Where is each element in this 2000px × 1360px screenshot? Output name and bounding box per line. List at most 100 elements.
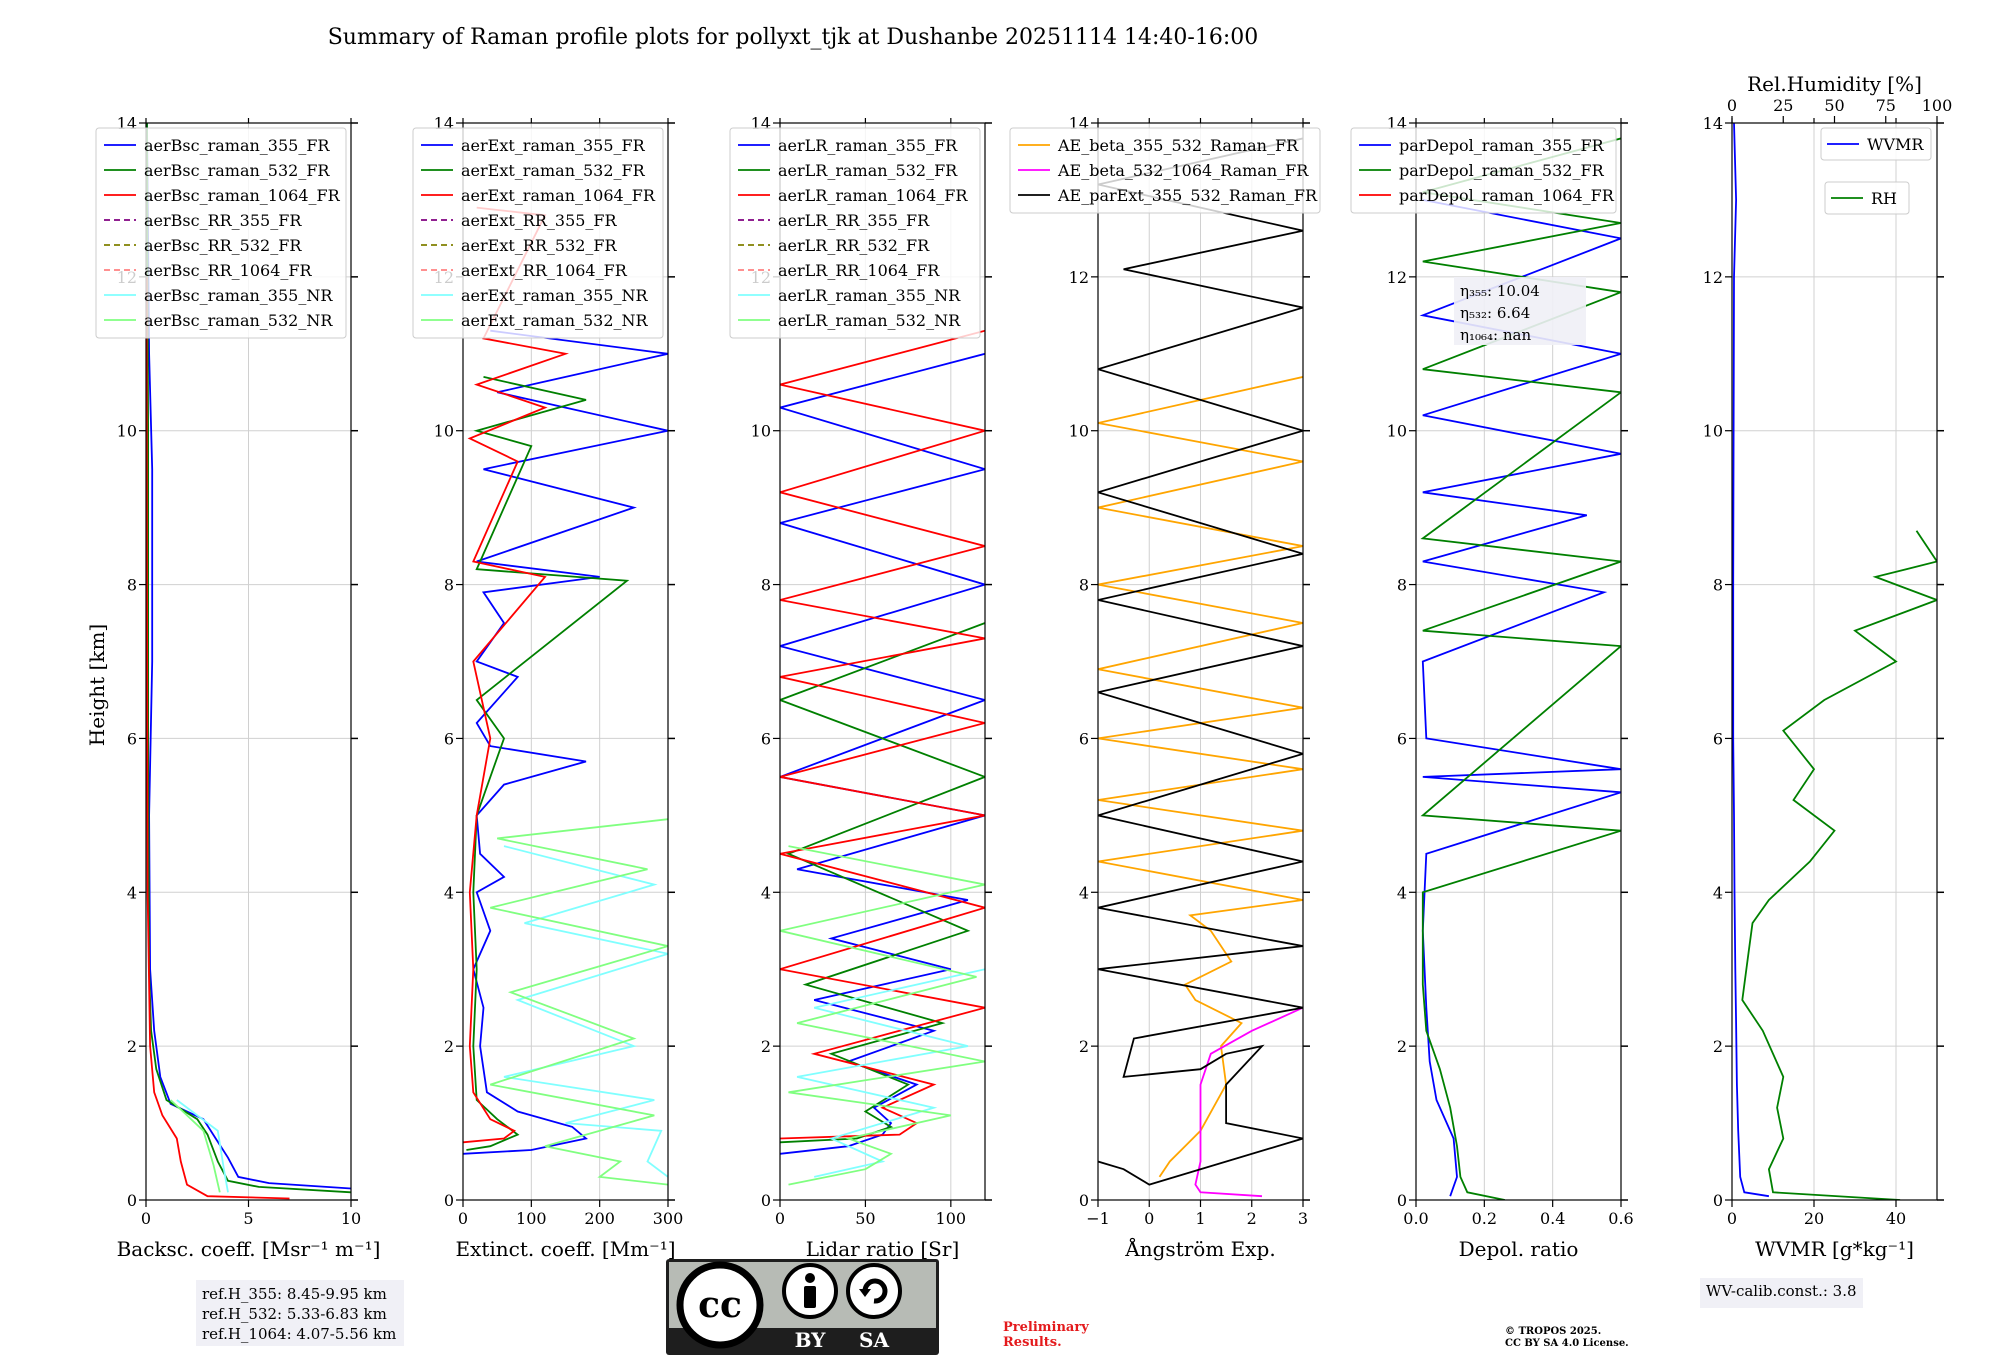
ytick-label-dep: 4 <box>1397 883 1407 902</box>
sa-arrowhead <box>859 1289 871 1297</box>
legend-label-aerExt_raman_532_NR: aerExt_raman_532_NR <box>461 311 649 330</box>
ytick-label-ext: 2 <box>444 1037 454 1056</box>
ytick-label-wv: 14 <box>1703 114 1723 133</box>
ytick-label-wv: 10 <box>1703 422 1723 441</box>
legend-label-aerLR_raman_355_NR: aerLR_raman_355_NR <box>778 286 961 305</box>
preliminary-line-2: Results. <box>1003 1335 1062 1350</box>
axes-frame-lr <box>779 122 986 1201</box>
series-group-dep <box>1419 137 1621 1200</box>
series-group-lr <box>780 329 985 1186</box>
ytick-label-bsc: 2 <box>127 1037 137 1056</box>
eta-value-2: η₁₀₆₄: nan <box>1460 326 1531 344</box>
wv-calibration-box: WV-calib.const.: 3.8 <box>1700 1278 1863 1308</box>
legend-label-aerLR_RR_532_FR: aerLR_RR_532_FR <box>778 236 930 255</box>
series-parDepol_raman_355_FR <box>1419 199 1621 1197</box>
xtick-label-dep: 0.0 <box>1403 1209 1428 1228</box>
xtick-label-lr: 0 <box>775 1209 785 1228</box>
ytick-label-bsc: 0 <box>127 1191 137 1210</box>
legend-box-ext <box>412 127 664 339</box>
xtick-label-dep: 0.4 <box>1540 1209 1565 1228</box>
series-aerExt_raman_355_FR <box>463 329 668 1155</box>
series-parDepol_raman_532_FR <box>1420 137 1621 1200</box>
ref-height-355: ref.H_355: 8.45-9.95 km <box>202 1285 387 1303</box>
series-aerExt_raman_355_NR <box>503 845 668 1178</box>
legend-box-bsc <box>95 127 347 339</box>
top-axis-label-wv: Rel.Humidity [%] <box>1747 72 1922 96</box>
legend-label-aerBsc_raman_355_NR: aerBsc_raman_355_NR <box>144 286 333 305</box>
ytick-label-lr: 10 <box>751 422 771 441</box>
ytick-label-wv: 12 <box>1703 268 1723 287</box>
top-xtick-label-wv: 75 <box>1876 96 1896 115</box>
legend-label-aerBsc_RR_532_FR: aerBsc_RR_532_FR <box>144 236 302 255</box>
legend-label-aerLR_raman_532_NR: aerLR_raman_532_NR <box>778 311 961 330</box>
legend-label-AE_beta_355_532_Raman_FR: AE_beta_355_532_Raman_FR <box>1057 136 1299 155</box>
axes-frame-dep <box>1415 122 1622 1201</box>
xtick-label-ext: 0 <box>458 1209 468 1228</box>
xtick-label-wv: 0 <box>1727 1209 1737 1228</box>
legend-box-ae <box>1009 127 1321 214</box>
xtick-label-bsc: 5 <box>243 1209 253 1228</box>
ytick-label-bsc: 6 <box>127 729 137 748</box>
legend-box-dep <box>1350 127 1617 214</box>
x-axis-label-wv: WVMR [g*kg⁻¹] <box>1755 1237 1914 1261</box>
series-aerExt_raman_532_NR <box>490 818 668 1186</box>
series-aerBsc_raman_1064_FR <box>146 276 290 1200</box>
legend-label-aerBsc_raman_532_FR: aerBsc_raman_532_FR <box>144 161 330 180</box>
series-aerBsc_raman_355_FR <box>146 123 351 1190</box>
series-aerBsc_raman_532_NR <box>169 1099 221 1193</box>
chart-title: Summary of Raman profile plots for polly… <box>328 25 1259 50</box>
y-axis-label: Height [km] <box>85 624 109 746</box>
series-group-bsc <box>146 123 351 1200</box>
legend-label-parDepol_raman_1064_FR: parDepol_raman_1064_FR <box>1399 186 1615 205</box>
xtick-label-ext: 200 <box>584 1209 615 1228</box>
xtick-label-ae: 1 <box>1195 1209 1205 1228</box>
xtick-label-wv: 40 <box>1886 1209 1906 1228</box>
x-axis-label-ext: Extinct. coeff. [Mm⁻¹] <box>455 1237 675 1261</box>
legend-box-wv <box>1820 127 1932 161</box>
by-person-head <box>805 1273 815 1283</box>
ytick-label-ae: 2 <box>1079 1037 1089 1056</box>
legend-label-parDepol_raman_532_FR: parDepol_raman_532_FR <box>1399 161 1605 180</box>
series-group-ext <box>463 206 668 1186</box>
by-label: BY <box>795 1328 827 1352</box>
x-axis-label-dep: Depol. ratio <box>1459 1237 1579 1261</box>
legend-label-aerBsc_raman_355_FR: aerBsc_raman_355_FR <box>144 136 330 155</box>
wv-calibration-constant: WV-calib.const.: 3.8 <box>1706 1282 1857 1300</box>
xtick-label-bsc: 10 <box>341 1209 361 1228</box>
ytick-label-bsc: 4 <box>127 883 137 902</box>
top-xtick-label-wv: 100 <box>1922 96 1953 115</box>
legend-label-aerBsc_RR_355_FR: aerBsc_RR_355_FR <box>144 211 302 230</box>
eta-value-0: η₃₅₅: 10.04 <box>1460 282 1540 300</box>
ytick-label-dep: 2 <box>1397 1037 1407 1056</box>
legend-label-aerExt_RR_532_FR: aerExt_RR_532_FR <box>461 236 618 255</box>
ytick-label-ae: 0 <box>1079 1191 1089 1210</box>
reference-height-box: ref.H_355: 8.45-9.95 km ref.H_532: 5.33-… <box>196 1280 404 1346</box>
legend-label-aerBsc_raman_532_NR: aerBsc_raman_532_NR <box>144 311 333 330</box>
legend-label-aerExt_raman_355_NR: aerExt_raman_355_NR <box>461 286 649 305</box>
ytick-label-wv: 4 <box>1713 883 1723 902</box>
axes-frame-ext <box>462 122 669 1201</box>
xtick-label-ae: 2 <box>1247 1209 1257 1228</box>
ytick-label-lr: 8 <box>761 576 771 595</box>
legend-label-aerBsc_raman_1064_FR: aerBsc_raman_1064_FR <box>144 186 341 205</box>
cc-icon <box>676 1261 764 1349</box>
series-aerLR_raman_355_FR <box>780 352 985 1155</box>
sa-label: SA <box>859 1328 889 1352</box>
legend-label-aerExt_RR_1064_FR: aerExt_RR_1064_FR <box>461 261 628 280</box>
copyright-note: © TROPOS 2025. CC BY SA 4.0 License. <box>1505 1326 1665 1350</box>
legend-label-aerLR_raman_532_FR: aerLR_raman_532_FR <box>778 161 958 180</box>
x-axis-label-ae: Ångström Exp. <box>1124 1236 1275 1261</box>
series-aerLR_raman_355_NR <box>796 968 985 1178</box>
series-AE_parExt_355_532_Raman_FR <box>1098 137 1303 1186</box>
copyright-line-1: © TROPOS 2025. <box>1505 1326 1602 1337</box>
ytick-label-lr: 4 <box>761 883 771 902</box>
legend-label-AE_beta_532_1064_Raman_FR: AE_beta_532_1064_Raman_FR <box>1057 161 1309 180</box>
ytick-label-dep: 8 <box>1397 576 1407 595</box>
xtick-label-ext: 100 <box>516 1209 547 1228</box>
x-axis-label-bsc: Backsc. coeff. [Msr⁻¹ m⁻¹] <box>117 1237 381 1261</box>
legend-label-RH: RH <box>1871 189 1897 208</box>
panel-lr: 02468101214050100Lidar ratio [Sr]aerLR_r… <box>729 114 992 1261</box>
